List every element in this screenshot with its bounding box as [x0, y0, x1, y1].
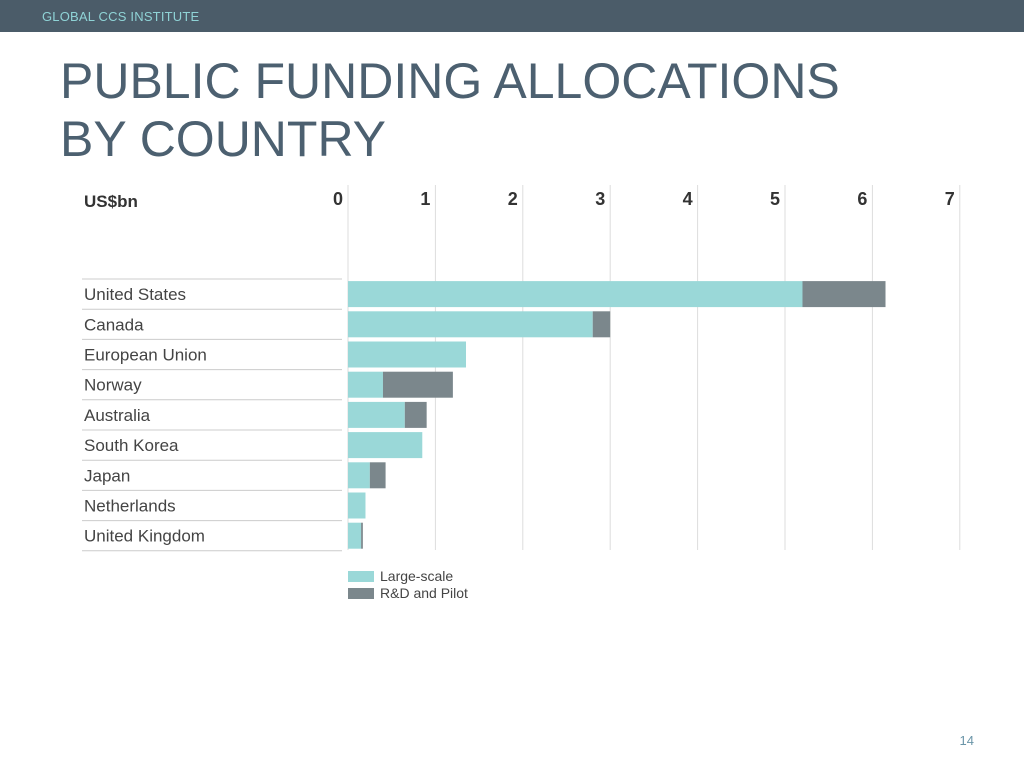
- legend-swatch: [348, 571, 374, 582]
- bar-rd-pilot: [592, 311, 611, 338]
- category-label: European Union: [84, 346, 207, 365]
- header-bar: GLOBAL CCS INSTITUTE: [0, 0, 1024, 32]
- category-label: Japan: [84, 466, 130, 485]
- bar-rd-pilot: [802, 281, 886, 308]
- bar-large-scale: [348, 311, 593, 338]
- bar-large-scale: [348, 492, 366, 519]
- x-tick-label: 6: [857, 189, 867, 209]
- x-tick-label: 3: [595, 189, 605, 209]
- page-number: 14: [959, 733, 974, 748]
- bar-rd-pilot: [361, 522, 363, 549]
- x-tick-label: 2: [508, 189, 518, 209]
- bar-large-scale: [348, 281, 803, 308]
- bar-large-scale: [348, 401, 405, 428]
- x-tick-label: 5: [770, 189, 780, 209]
- title-line-2: BY COUNTRY: [60, 111, 387, 167]
- bar-large-scale: [348, 432, 423, 459]
- slide-title: PUBLIC FUNDING ALLOCATIONS BY COUNTRY: [60, 52, 960, 168]
- category-label: Netherlands: [84, 497, 176, 516]
- x-tick-label: 1: [420, 189, 430, 209]
- legend-swatch: [348, 588, 374, 599]
- category-label: United Kingdom: [84, 527, 205, 546]
- bar-rd-pilot: [382, 371, 453, 398]
- bar-large-scale: [348, 522, 362, 549]
- bar-rd-pilot: [369, 462, 386, 489]
- x-tick-label: 7: [945, 189, 955, 209]
- legend-label: R&D and Pilot: [380, 585, 468, 601]
- category-label: Canada: [84, 315, 144, 334]
- unit-label: US$bn: [84, 192, 138, 211]
- legend-label: Large-scale: [380, 568, 453, 584]
- category-label: South Korea: [84, 436, 179, 455]
- bar-rd-pilot: [404, 401, 427, 428]
- x-tick-label: 0: [333, 189, 343, 209]
- title-line-1: PUBLIC FUNDING ALLOCATIONS: [60, 53, 840, 109]
- category-label: Australia: [84, 406, 151, 425]
- category-label: Norway: [84, 376, 142, 395]
- x-tick-label: 4: [683, 189, 693, 209]
- org-name: GLOBAL CCS INSTITUTE: [42, 9, 200, 24]
- category-label: United States: [84, 285, 186, 304]
- bar-large-scale: [348, 371, 383, 398]
- bar-large-scale: [348, 462, 370, 489]
- bar-large-scale: [348, 341, 466, 368]
